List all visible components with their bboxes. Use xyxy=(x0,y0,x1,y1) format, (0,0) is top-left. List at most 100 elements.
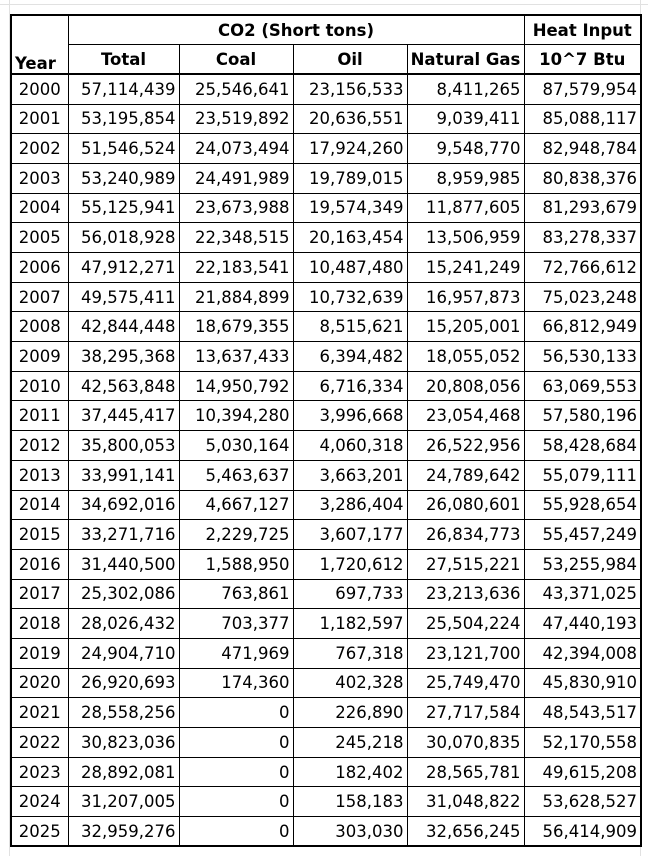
total-cell[interactable]: 34,692,016 xyxy=(67,489,180,521)
year-cell[interactable]: 2016 xyxy=(10,548,69,580)
natural-gas-cell[interactable]: 32,656,245 xyxy=(406,816,525,848)
heat-input-cell[interactable]: 55,457,249 xyxy=(523,519,642,550)
oil-cell[interactable]: 6,716,334 xyxy=(292,370,408,402)
coal-cell[interactable]: 18,679,355 xyxy=(178,311,294,343)
oil-cell[interactable]: 1,720,612 xyxy=(292,548,408,580)
coal-cell[interactable]: 1,588,950 xyxy=(178,548,294,580)
coal-cell[interactable]: 703,377 xyxy=(178,608,294,639)
year-cell[interactable]: 2017 xyxy=(10,578,69,610)
heat-input-cell[interactable]: 55,928,654 xyxy=(523,489,642,521)
coal-cell[interactable]: 21,884,899 xyxy=(178,281,294,313)
natural-gas-cell[interactable]: 20,808,056 xyxy=(406,370,525,402)
natural-gas-cell[interactable]: 15,241,249 xyxy=(406,252,525,283)
natural-gas-cell[interactable]: 23,213,636 xyxy=(406,578,525,610)
natural-gas-header[interactable]: Natural Gas xyxy=(406,44,525,76)
total-cell[interactable]: 42,844,448 xyxy=(67,311,180,343)
coal-cell[interactable]: 174,360 xyxy=(178,667,294,699)
year-cell[interactable]: 2003 xyxy=(10,162,69,194)
oil-cell[interactable]: 17,924,260 xyxy=(292,133,408,164)
coal-cell[interactable]: 23,673,988 xyxy=(178,192,294,224)
year-cell[interactable]: 2009 xyxy=(10,341,69,372)
heat-input-cell[interactable]: 48,543,517 xyxy=(523,697,642,728)
total-cell[interactable]: 25,302,086 xyxy=(67,578,180,610)
year-cell[interactable]: 2015 xyxy=(10,519,69,550)
year-cell[interactable]: 2000 xyxy=(10,73,69,105)
coal-cell[interactable]: 4,667,127 xyxy=(178,489,294,521)
year-cell[interactable]: 2012 xyxy=(10,430,69,461)
heat-input-cell[interactable]: 72,766,612 xyxy=(523,252,642,283)
total-cell[interactable]: 37,445,417 xyxy=(67,400,180,432)
year-cell[interactable]: 2002 xyxy=(10,133,69,164)
year-header[interactable]: Year xyxy=(10,44,69,76)
natural-gas-cell[interactable]: 26,834,773 xyxy=(406,519,525,550)
oil-cell[interactable]: 23,156,533 xyxy=(292,73,408,105)
heat-input-cell[interactable]: 42,394,008 xyxy=(523,637,642,669)
total-cell[interactable]: 57,114,439 xyxy=(67,73,180,105)
natural-gas-cell[interactable]: 15,205,001 xyxy=(406,311,525,343)
total-cell[interactable]: 30,823,036 xyxy=(67,727,180,758)
year-cell[interactable]: 2005 xyxy=(10,222,69,253)
natural-gas-cell[interactable]: 27,515,221 xyxy=(406,548,525,580)
year-cell[interactable]: 2010 xyxy=(10,370,69,402)
total-header[interactable]: Total xyxy=(67,44,180,76)
total-cell[interactable]: 53,240,989 xyxy=(67,162,180,194)
total-cell[interactable]: 33,271,716 xyxy=(67,519,180,550)
year-cell[interactable]: 2020 xyxy=(10,667,69,699)
oil-cell[interactable]: 1,182,597 xyxy=(292,608,408,639)
natural-gas-cell[interactable]: 26,522,956 xyxy=(406,430,525,461)
total-cell[interactable]: 31,207,005 xyxy=(67,786,180,818)
heat-input-cell[interactable]: 87,579,954 xyxy=(523,73,642,105)
coal-cell[interactable]: 471,969 xyxy=(178,637,294,669)
total-cell[interactable]: 38,295,368 xyxy=(67,341,180,372)
oil-cell[interactable]: 20,636,551 xyxy=(292,103,408,135)
coal-cell[interactable]: 0 xyxy=(178,756,294,788)
year-cell[interactable]: 2006 xyxy=(10,252,69,283)
natural-gas-cell[interactable]: 13,506,959 xyxy=(406,222,525,253)
natural-gas-cell[interactable]: 26,080,601 xyxy=(406,489,525,521)
total-cell[interactable]: 24,904,710 xyxy=(67,637,180,669)
coal-cell[interactable]: 0 xyxy=(178,697,294,728)
total-cell[interactable]: 47,912,271 xyxy=(67,252,180,283)
coal-cell[interactable]: 24,073,494 xyxy=(178,133,294,164)
oil-cell[interactable]: 697,733 xyxy=(292,578,408,610)
heat-input-cell[interactable]: 80,838,376 xyxy=(523,162,642,194)
coal-cell[interactable]: 22,183,541 xyxy=(178,252,294,283)
natural-gas-cell[interactable]: 31,048,822 xyxy=(406,786,525,818)
year-cell[interactable]: 2001 xyxy=(10,103,69,135)
natural-gas-cell[interactable]: 25,504,224 xyxy=(406,608,525,639)
natural-gas-cell[interactable]: 28,565,781 xyxy=(406,756,525,788)
oil-cell[interactable]: 19,789,015 xyxy=(292,162,408,194)
heat-input-cell[interactable]: 75,023,248 xyxy=(523,281,642,313)
oil-cell[interactable]: 402,328 xyxy=(292,667,408,699)
natural-gas-cell[interactable]: 23,121,700 xyxy=(406,637,525,669)
natural-gas-cell[interactable]: 25,749,470 xyxy=(406,667,525,699)
year-cell[interactable]: 2023 xyxy=(10,756,69,788)
oil-header[interactable]: Oil xyxy=(292,44,408,76)
oil-cell[interactable]: 4,060,318 xyxy=(292,430,408,461)
heat-input-cell[interactable]: 55,079,111 xyxy=(523,459,642,491)
oil-cell[interactable]: 6,394,482 xyxy=(292,341,408,372)
heat-input-cell[interactable]: 53,255,984 xyxy=(523,548,642,580)
natural-gas-cell[interactable]: 23,054,468 xyxy=(406,400,525,432)
oil-cell[interactable]: 303,030 xyxy=(292,816,408,848)
oil-cell[interactable]: 8,515,621 xyxy=(292,311,408,343)
total-cell[interactable]: 28,026,432 xyxy=(67,608,180,639)
year-cell[interactable]: 2013 xyxy=(10,459,69,491)
heat-input-cell[interactable]: 57,580,196 xyxy=(523,400,642,432)
heat-input-cell[interactable]: 56,414,909 xyxy=(523,816,642,848)
total-cell[interactable]: 49,575,411 xyxy=(67,281,180,313)
year-cell[interactable]: 2004 xyxy=(10,192,69,224)
co2-group-header[interactable]: CO2 (Short tons) xyxy=(67,14,525,46)
natural-gas-cell[interactable]: 30,070,835 xyxy=(406,727,525,758)
total-cell[interactable]: 55,125,941 xyxy=(67,192,180,224)
oil-cell[interactable]: 158,183 xyxy=(292,786,408,818)
total-cell[interactable]: 28,558,256 xyxy=(67,697,180,728)
total-cell[interactable]: 32,959,276 xyxy=(67,816,180,848)
coal-cell[interactable]: 23,519,892 xyxy=(178,103,294,135)
heat-input-cell[interactable]: 47,440,193 xyxy=(523,608,642,639)
coal-cell[interactable]: 13,637,433 xyxy=(178,341,294,372)
oil-cell[interactable]: 3,996,668 xyxy=(292,400,408,432)
heat-input-cell[interactable]: 52,170,558 xyxy=(523,727,642,758)
heat-group-header[interactable]: Heat Input xyxy=(523,14,642,46)
year-cell[interactable]: 2019 xyxy=(10,637,69,669)
